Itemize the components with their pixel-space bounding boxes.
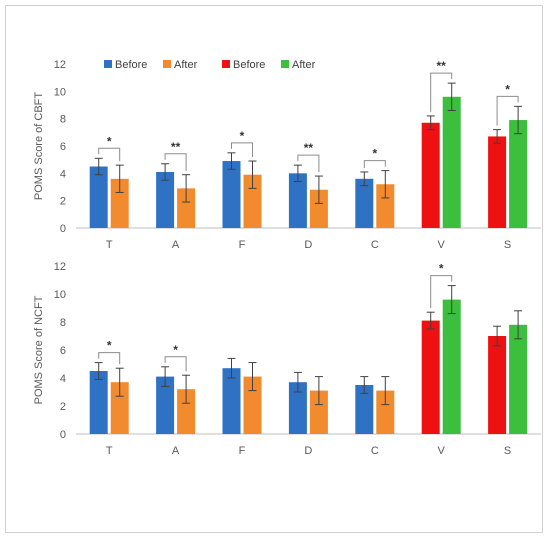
legend-label: Before bbox=[233, 59, 265, 71]
x-tick-label: S bbox=[504, 445, 511, 457]
y-tick-label: 2 bbox=[60, 401, 66, 413]
significance-marker: ** bbox=[437, 59, 447, 73]
chart-panel-2: 0 2 4 6 8 10 12 POMS Score of NCFT T * A * F D C V * S bbox=[33, 261, 541, 457]
bar-A-before bbox=[156, 376, 175, 434]
x-tick-label: V bbox=[438, 239, 446, 251]
bar-D-before bbox=[288, 382, 307, 434]
bar-C-after bbox=[376, 184, 395, 228]
significance-marker: * bbox=[107, 134, 112, 148]
significance-marker: * bbox=[173, 343, 178, 357]
x-tick-label: S bbox=[504, 239, 511, 251]
legend-swatch bbox=[222, 60, 230, 68]
bar-A-after bbox=[177, 188, 196, 228]
significance-marker: * bbox=[439, 262, 444, 276]
x-tick-label: D bbox=[304, 239, 312, 251]
y-tick-label: 8 bbox=[60, 114, 66, 126]
y-tick-label: 2 bbox=[60, 196, 66, 208]
y-axis-title: POMS Score of CBFT bbox=[33, 92, 45, 200]
y-tick-label: 0 bbox=[60, 223, 66, 235]
bar-A-after bbox=[177, 389, 196, 434]
y-tick-label: 6 bbox=[60, 345, 66, 357]
significance-bracket bbox=[496, 95, 519, 126]
bar-S-before bbox=[488, 136, 507, 228]
significance-marker: * bbox=[240, 129, 245, 143]
bar-T-after bbox=[110, 382, 129, 434]
y-tick-label: 10 bbox=[54, 289, 66, 301]
significance-bracket bbox=[430, 275, 453, 309]
significance-bracket bbox=[430, 72, 453, 112]
significance-marker: ** bbox=[304, 141, 314, 155]
significance-marker: * bbox=[372, 147, 377, 161]
significance-bracket bbox=[164, 153, 187, 171]
legend-swatch bbox=[104, 60, 112, 68]
y-tick-label: 12 bbox=[54, 59, 66, 71]
bar-C-before bbox=[355, 178, 374, 228]
legend-swatch bbox=[163, 60, 171, 68]
bar-T-before bbox=[89, 371, 108, 434]
y-tick-label: 4 bbox=[60, 168, 66, 180]
y-tick-label: 0 bbox=[60, 429, 66, 441]
bar-S-after bbox=[509, 324, 528, 434]
significance-marker: * bbox=[505, 82, 510, 96]
legend-label: After bbox=[292, 59, 316, 71]
significance-bracket bbox=[231, 142, 253, 158]
y-tick-label: 6 bbox=[60, 141, 66, 153]
x-tick-label: C bbox=[371, 239, 379, 251]
bar-V-before bbox=[421, 320, 440, 434]
y-tick-label: 12 bbox=[54, 261, 66, 273]
significance-marker: ** bbox=[171, 140, 181, 154]
x-tick-label: V bbox=[438, 445, 446, 457]
y-axis-title: POMS Score of NCFT bbox=[33, 295, 45, 404]
bar-C-after bbox=[376, 390, 395, 434]
bar-V-after bbox=[442, 96, 461, 228]
x-tick-label: F bbox=[239, 239, 246, 251]
bar-D-after bbox=[309, 390, 328, 434]
y-tick-label: 10 bbox=[54, 86, 66, 98]
significance-marker: * bbox=[107, 339, 112, 353]
significance-bracket bbox=[297, 154, 320, 173]
bar-S-after bbox=[509, 120, 528, 228]
y-tick-label: 4 bbox=[60, 373, 66, 385]
bar-T-before bbox=[89, 166, 108, 228]
y-tick-label: 8 bbox=[60, 317, 66, 329]
legend-label: After bbox=[174, 59, 198, 71]
significance-bracket bbox=[164, 356, 187, 372]
significance-bracket bbox=[98, 352, 121, 365]
bar-D-before bbox=[288, 173, 307, 228]
legend: Before After Before After bbox=[104, 59, 316, 71]
significance-bracket bbox=[98, 147, 121, 162]
bar-F-before bbox=[222, 161, 241, 228]
bar-F-after bbox=[243, 174, 262, 228]
x-tick-label: C bbox=[371, 445, 379, 457]
bar-V-before bbox=[421, 122, 440, 228]
bar-C-before bbox=[355, 385, 374, 434]
x-tick-label: F bbox=[239, 445, 246, 457]
bar-T-after bbox=[110, 178, 129, 228]
legend-swatch bbox=[281, 60, 289, 68]
bar-F-before bbox=[222, 368, 241, 434]
x-tick-label: A bbox=[172, 445, 180, 457]
figure-frame: 0 2 4 6 8 10 12 POMS Score of CBFT T * A ** F * D ** C * V… bbox=[5, 5, 543, 533]
bar-V-after bbox=[442, 299, 461, 434]
bar-A-before bbox=[156, 171, 175, 228]
x-tick-label: A bbox=[172, 239, 180, 251]
x-tick-label: T bbox=[106, 239, 113, 251]
bar-D-after bbox=[309, 189, 328, 228]
legend-label: Before bbox=[115, 59, 147, 71]
bar-S-before bbox=[488, 336, 507, 434]
chart-panel-1: 0 2 4 6 8 10 12 POMS Score of CBFT T * A ** F * D ** C * V… bbox=[33, 59, 541, 251]
x-tick-label: T bbox=[106, 445, 113, 457]
x-tick-label: D bbox=[304, 445, 312, 457]
bar-F-after bbox=[243, 376, 262, 434]
significance-bracket bbox=[363, 160, 386, 168]
